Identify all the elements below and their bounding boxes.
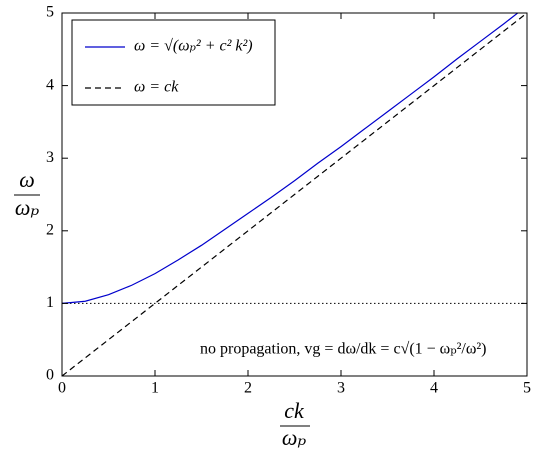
y-label-numerator: ω xyxy=(19,167,35,192)
y-tick-label: 1 xyxy=(46,294,54,311)
legend xyxy=(71,19,276,106)
x-tick-label: 1 xyxy=(151,380,159,397)
y-tick-label: 3 xyxy=(46,149,54,166)
axes-frame xyxy=(61,12,528,377)
series-line xyxy=(62,13,527,376)
y-tick-label: 4 xyxy=(46,76,54,93)
x-tick-label: 2 xyxy=(244,380,252,397)
x-tick-label: 5 xyxy=(523,380,531,397)
legend-label: ω = ck xyxy=(134,79,179,96)
annotation: no propagation, vg = dω/dk = c√(1 − ωₚ²/… xyxy=(200,341,487,358)
x-tick-label: 0 xyxy=(58,380,66,397)
y-tick-label: 2 xyxy=(46,221,54,238)
y-tick-label: 5 xyxy=(46,4,54,21)
x-label-denominator: ωₚ xyxy=(282,425,307,450)
legend-label: ω = √(ωₚ² + c² k²) xyxy=(134,38,253,55)
plot-area xyxy=(62,13,527,376)
y-tick-label: 0 xyxy=(46,367,54,384)
x-label-numerator: ck xyxy=(284,398,305,423)
y-label-denominator: ωₚ xyxy=(15,195,40,220)
x-tick-label: 3 xyxy=(337,380,345,397)
x-tick-label: 4 xyxy=(430,380,438,397)
series-line xyxy=(62,13,519,304)
